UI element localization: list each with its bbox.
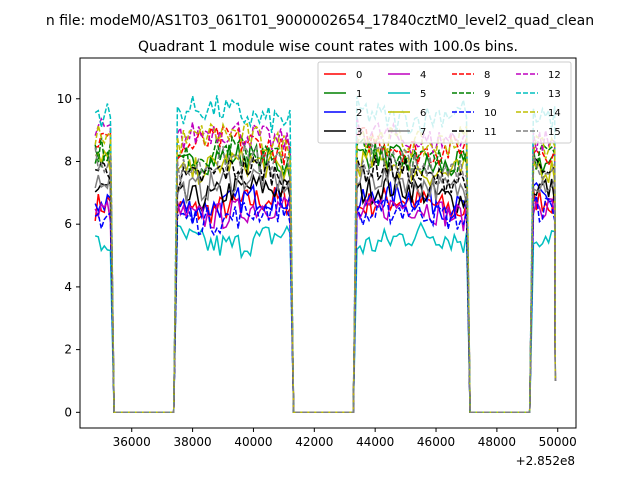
y-axis: 0 2 4 6 8 10 <box>57 92 80 419</box>
plot-frame <box>79 57 577 429</box>
y-tick-label: 8 <box>64 154 72 168</box>
y-tick-label: 6 <box>64 217 72 231</box>
legend-label-9: 9 <box>484 89 490 100</box>
legend-label-15: 15 <box>548 127 561 138</box>
series-line-12 <box>94 116 557 414</box>
legend-label-12: 12 <box>548 70 561 81</box>
legend-label-0: 0 <box>356 70 362 81</box>
y-tick-label: 0 <box>64 405 72 419</box>
x-tick-label: 42000 <box>295 435 333 449</box>
legend-label-4: 4 <box>420 70 426 81</box>
legend-label-13: 13 <box>548 89 561 100</box>
x-tick-label: 40000 <box>234 435 272 449</box>
legend-label-10: 10 <box>484 108 497 119</box>
legend-label-7: 7 <box>420 127 426 138</box>
x-tick-label: 48000 <box>478 435 516 449</box>
chart-title: Quadrant 1 module wise count rates with … <box>138 39 518 55</box>
legend-label-6: 6 <box>420 108 426 119</box>
x-tick-label: 50000 <box>539 435 577 449</box>
y-tick-label: 4 <box>64 280 72 294</box>
x-tick-label: 36000 <box>113 435 151 449</box>
legend-label-14: 14 <box>548 108 561 119</box>
y-tick-label: 10 <box>57 92 72 106</box>
x-tick-label: 46000 <box>417 435 455 449</box>
figure-suptitle: n file: modeM0/AS1T03_061T01_9000002654_… <box>46 13 594 29</box>
legend-label-11: 11 <box>484 127 497 138</box>
legend-box <box>317 61 572 144</box>
y-tick-label: 2 <box>64 343 72 357</box>
series-line-10 <box>94 195 557 414</box>
legend-label-8: 8 <box>484 70 490 81</box>
x-tick-label: 38000 <box>173 435 211 449</box>
legend-label-5: 5 <box>420 89 426 100</box>
x-tick-label: 44000 <box>356 435 394 449</box>
legend-label-2: 2 <box>356 108 362 119</box>
legend-label-3: 3 <box>356 127 362 138</box>
series-layer <box>94 95 557 414</box>
x-axis: 36000 38000 40000 42000 44000 46000 48000 50000 <box>113 428 577 449</box>
x-offset-label: +2.852e8 <box>516 454 575 468</box>
legend-label-1: 1 <box>356 89 362 100</box>
series-line-15 <box>94 142 557 414</box>
